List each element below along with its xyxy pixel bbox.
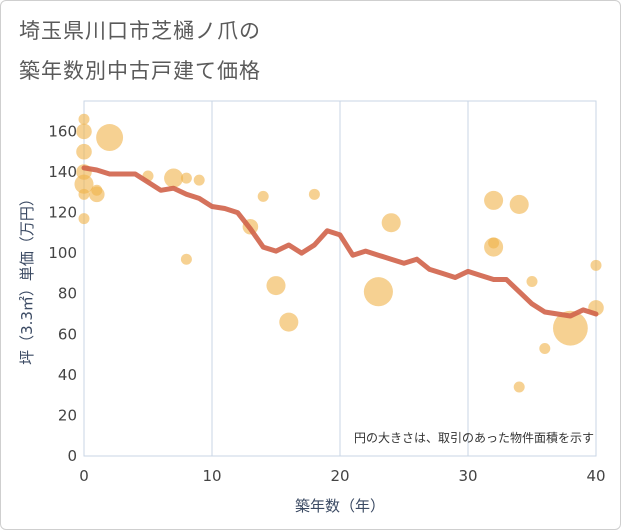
data-bubble (180, 172, 192, 184)
average-price-line (81, 165, 599, 319)
data-bubble (526, 276, 538, 288)
data-bubble (484, 190, 504, 210)
y-tick-label: 80 (58, 285, 77, 303)
chart-title-line1: 埼玉県川口市芝樋ノ爪の (19, 19, 261, 43)
data-bubble (279, 312, 299, 332)
data-bubble (381, 213, 401, 233)
y-axis-label: 坪（3.3㎡）単価（万円） (18, 191, 36, 365)
bubble-series (74, 113, 604, 393)
data-bubble (484, 237, 504, 257)
x-tick-label: 20 (330, 467, 349, 485)
chart-title-line2: 築年数別中古戸建て価格 (19, 59, 261, 83)
x-tick-label: 0 (79, 467, 89, 485)
data-bubble (180, 253, 192, 265)
data-bubble (553, 310, 588, 346)
data-bubble (266, 276, 286, 296)
x-tick-labels: 0 10 20 30 40 (79, 467, 605, 485)
data-bubble (539, 342, 551, 354)
y-tick-labels: 0 20 40 60 80 100 120 140 160 (48, 122, 77, 465)
data-bubble (308, 188, 320, 200)
y-tick-label: 140 (48, 163, 77, 181)
data-bubble (78, 213, 90, 225)
y-tick-label: 100 (48, 244, 77, 262)
data-bubble (96, 124, 124, 151)
x-tick-label: 40 (586, 467, 605, 485)
y-tick-label: 40 (58, 366, 77, 384)
data-bubble (590, 259, 602, 271)
data-bubble (193, 174, 205, 186)
grid-lines (211, 101, 469, 456)
y-tick-label: 20 (58, 406, 77, 424)
data-bubble (76, 143, 92, 160)
x-tick-label: 10 (202, 467, 221, 485)
y-tick-label: 160 (48, 122, 77, 140)
data-bubble (363, 277, 393, 307)
data-bubble (76, 123, 92, 140)
y-tick-label: 0 (67, 447, 77, 465)
y-tick-label: 60 (58, 325, 77, 343)
data-bubble (257, 190, 269, 202)
data-bubble (78, 188, 90, 200)
data-bubble (164, 168, 184, 188)
x-tick-label: 30 (458, 467, 477, 485)
data-bubble (89, 186, 105, 203)
data-bubble (509, 194, 529, 214)
data-bubble (74, 174, 94, 194)
bubble-size-note: 円の大きさは、取引のあった物件面積を示す (354, 430, 594, 445)
x-axis-label: 築年数（年） (295, 497, 385, 515)
y-tick-label: 120 (48, 204, 77, 222)
data-bubble (513, 381, 525, 393)
data-bubble (78, 113, 90, 125)
